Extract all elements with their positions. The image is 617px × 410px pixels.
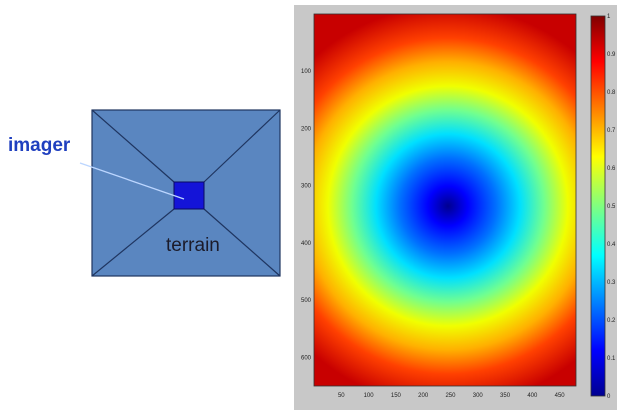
- colorbar-tick-label: 0.3: [607, 280, 616, 286]
- heatmap-axes-frame: [313, 13, 577, 387]
- colorbar-tick-label: 0.9: [607, 52, 616, 58]
- imager-label: imager: [8, 135, 71, 156]
- perspective-line-top-left: [91, 109, 175, 183]
- perspective-line-top-right: [203, 109, 281, 183]
- y-tick-label: 100: [301, 69, 312, 75]
- x-tick-label: 450: [555, 393, 566, 399]
- perspective-line-bottom-right: [203, 208, 281, 277]
- colorbar-tick-label: 0.7: [607, 128, 616, 134]
- heatmap-image: [314, 14, 576, 386]
- imager-box: [173, 181, 205, 210]
- colorbar-tick-label: 0.8: [607, 90, 616, 96]
- colorbar: [590, 15, 606, 397]
- y-tick-label: 200: [301, 126, 312, 132]
- colorbar-tick-label: 0.6: [607, 166, 616, 172]
- x-tick-label: 200: [418, 393, 429, 399]
- perspective-line-bottom-left: [91, 208, 175, 277]
- colorbar-tick-label: 0.5: [607, 204, 616, 210]
- x-tick-label: 150: [391, 393, 402, 399]
- y-axis-ticks: 100 200 300 400 500 600: [301, 69, 312, 361]
- colorbar-ticks: 1 0.9 0.8 0.7 0.6 0.5 0.4 0.3 0.2 0.1 0: [607, 14, 616, 400]
- colorbar-tick-label: 1: [607, 14, 611, 20]
- colorbar-tick-label: 0.1: [607, 356, 616, 362]
- imager-sight-line: [79, 162, 185, 200]
- heatmap-figure: 50 100 150 200 250 300 350 400 450 1002003004005…: [294, 5, 617, 410]
- x-tick-label: 100: [364, 393, 375, 399]
- x-axis-ticks: 50 100 150 200 250 300 350 400 450: [338, 393, 565, 399]
- y-tick-label: 600: [301, 355, 312, 361]
- colorbar-tick-label: 0: [607, 394, 611, 400]
- y-tick-label: 400: [301, 241, 312, 247]
- terrain-label: terrain: [166, 235, 220, 256]
- y-tick-label: 500: [301, 298, 312, 304]
- colorbar-tick-label: 0.2: [607, 318, 616, 324]
- x-tick-label: 400: [527, 393, 538, 399]
- x-tick-label: 300: [473, 393, 484, 399]
- y-tick-label: 300: [301, 184, 312, 190]
- x-tick-label: 50: [338, 393, 345, 399]
- x-tick-label: 250: [445, 393, 456, 399]
- x-tick-label: 350: [500, 393, 511, 399]
- imaging-schematic: imager terrain: [8, 109, 281, 277]
- colorbar-tick-label: 0.4: [607, 242, 616, 248]
